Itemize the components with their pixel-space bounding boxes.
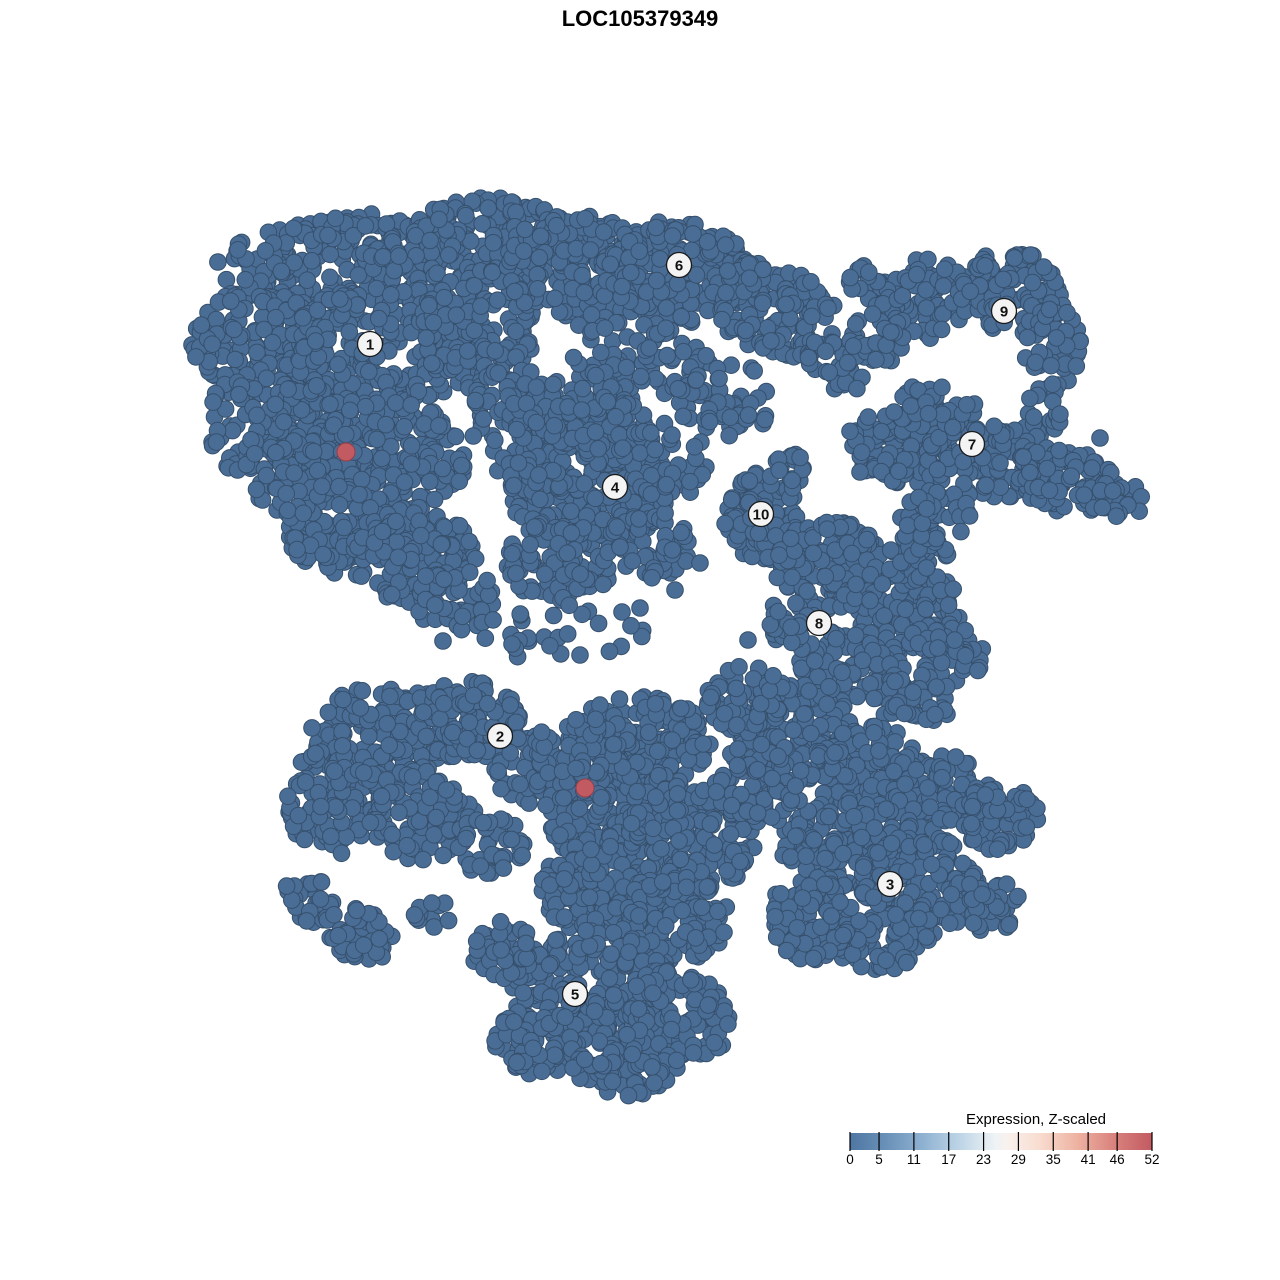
cluster-label-5: 5 [561,980,589,1008]
cluster-label-text: 6 [675,258,683,275]
cluster-label-text: 5 [571,987,579,1004]
cluster-label-text: 8 [815,616,823,633]
points-layer [183,189,1150,1105]
cluster-label-text: 1 [366,337,374,354]
cluster-label-text: 3 [886,877,894,894]
legend-tick-label: 5 [875,1152,883,1167]
expression-legend: 0 5 11 17 23 29 35 41 46 52 [846,1132,1160,1167]
highlighted-cell [336,442,356,462]
chart-title: LOC105379349 [562,6,719,31]
cluster-label-text: 4 [611,480,620,497]
cluster-label-10: 10 [747,500,775,528]
legend-title: Expression, Z-scaled [966,1111,1106,1128]
highlighted-cells-layer [336,442,595,798]
cluster-label-3: 3 [876,870,904,898]
cluster-label-4: 4 [601,473,629,501]
cluster-label-2: 2 [486,722,514,750]
cluster-label-6: 6 [665,251,693,279]
legend-tick-label: 17 [941,1152,956,1167]
legend-tick-label: 35 [1046,1152,1061,1167]
legend-tick-label: 0 [846,1152,854,1167]
cluster-labels-layer: 1 2 3 4 5 6 7 8 9 10 [356,251,1018,1008]
cluster-label-text: 9 [1000,304,1008,321]
cluster-label-text: 10 [753,507,770,524]
highlighted-cell [575,778,595,798]
cluster-label-9: 9 [990,297,1018,325]
legend-tick-label: 29 [1011,1152,1026,1167]
legend-tick-label: 41 [1081,1152,1096,1167]
cluster-label-7: 7 [958,430,986,458]
cluster-label-1: 1 [356,330,384,358]
legend-tick-label: 23 [976,1152,991,1167]
cluster-label-8: 8 [805,609,833,637]
legend-tick-label: 11 [907,1152,921,1167]
cluster-label-text: 7 [968,437,976,454]
legend-colorbar [850,1133,1152,1150]
cluster-label-text: 2 [496,729,504,746]
legend-tick-label: 52 [1144,1152,1159,1167]
legend-tick-label: 46 [1110,1152,1125,1167]
